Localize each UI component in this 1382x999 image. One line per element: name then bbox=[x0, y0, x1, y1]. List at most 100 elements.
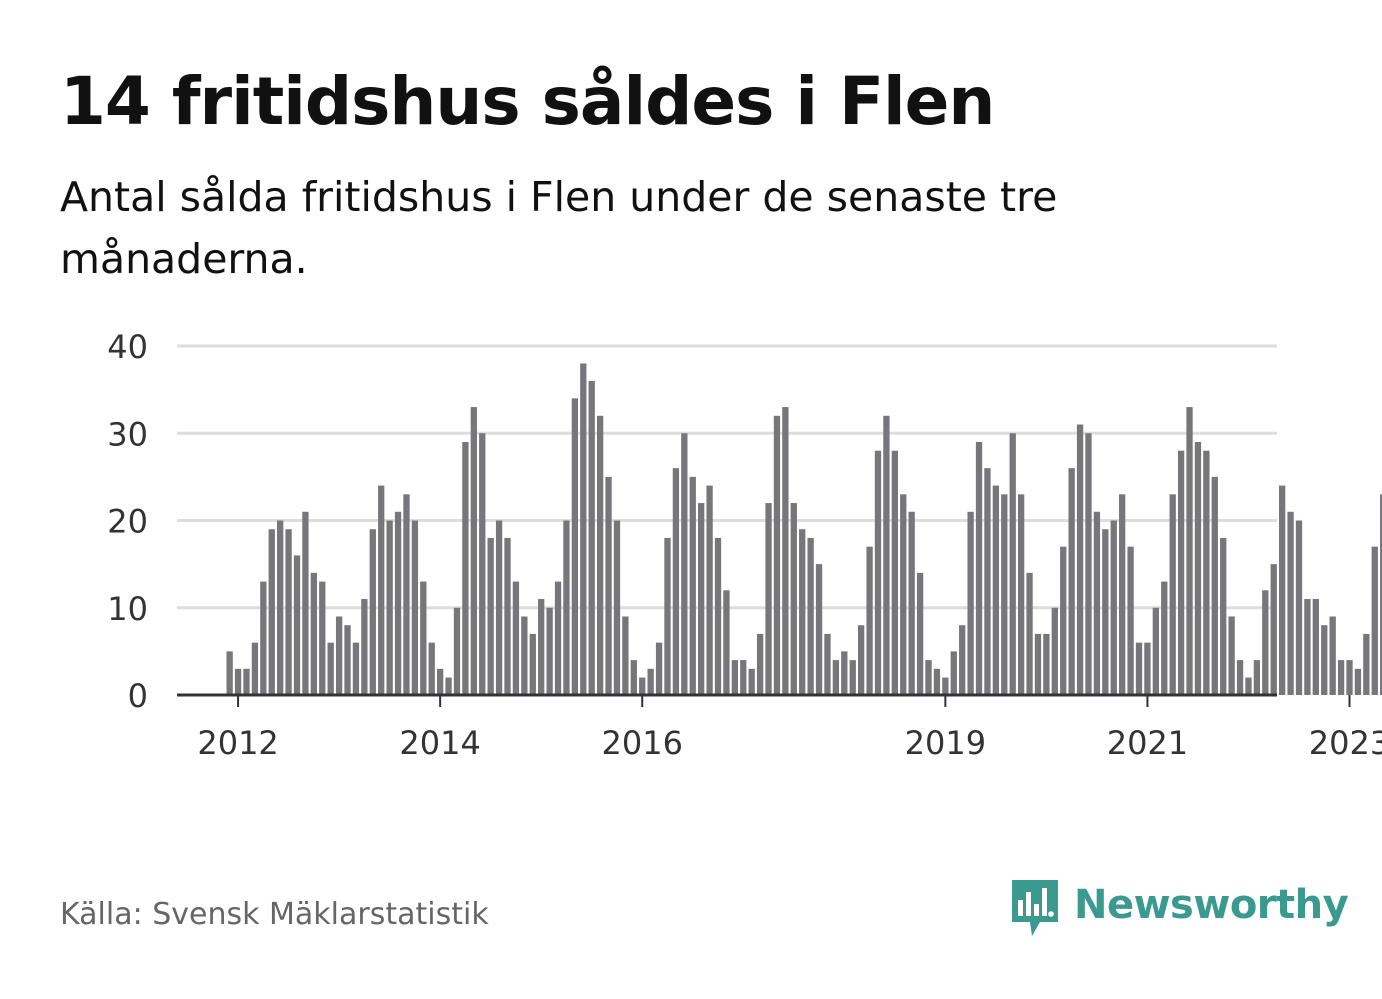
bar bbox=[748, 668, 755, 695]
bar bbox=[841, 651, 848, 695]
bar bbox=[858, 625, 865, 695]
bar bbox=[1194, 441, 1202, 695]
bar bbox=[420, 581, 427, 695]
bar bbox=[1102, 529, 1109, 695]
bar bbox=[689, 476, 696, 695]
bar bbox=[411, 520, 419, 695]
bar bbox=[571, 398, 579, 695]
y-tick-label: 30 bbox=[107, 415, 148, 453]
bar bbox=[1245, 677, 1252, 695]
bar bbox=[1093, 511, 1101, 695]
bar bbox=[740, 660, 747, 695]
bar bbox=[1001, 494, 1008, 695]
bar bbox=[992, 485, 1000, 695]
bar bbox=[437, 668, 444, 695]
bar bbox=[765, 503, 772, 695]
x-tick-label: 2023 bbox=[1309, 724, 1382, 762]
bar bbox=[462, 441, 469, 695]
bar bbox=[1262, 590, 1269, 695]
bar bbox=[445, 677, 452, 695]
bar bbox=[975, 441, 983, 695]
bar bbox=[1135, 642, 1143, 695]
bar bbox=[1186, 407, 1193, 695]
bar bbox=[277, 520, 284, 695]
bar bbox=[386, 520, 393, 695]
bar bbox=[361, 599, 368, 695]
bar bbox=[529, 633, 536, 695]
newsworthy-logo: Newsworthy bbox=[1010, 878, 1349, 940]
bar bbox=[538, 599, 545, 695]
bar bbox=[1110, 520, 1117, 695]
chart-subtitle: Antal sålda fritidshus i Flen under de s… bbox=[60, 173, 1058, 283]
x-tick-label: 2012 bbox=[197, 724, 278, 762]
bar bbox=[883, 415, 890, 695]
bar bbox=[959, 625, 966, 695]
bar bbox=[504, 537, 511, 695]
bar bbox=[849, 660, 856, 695]
x-tick-label: 2019 bbox=[905, 724, 986, 762]
brand-name: Newsworthy bbox=[1074, 882, 1349, 928]
bar bbox=[596, 415, 604, 695]
bar bbox=[925, 660, 932, 695]
x-tick-label: 2016 bbox=[602, 724, 683, 762]
bar bbox=[1363, 633, 1370, 695]
bar bbox=[1177, 450, 1185, 695]
bar bbox=[1119, 494, 1126, 695]
bar bbox=[1329, 616, 1336, 695]
bar bbox=[916, 572, 924, 695]
bar bbox=[1017, 494, 1025, 695]
bar bbox=[1161, 581, 1168, 695]
bar bbox=[622, 616, 629, 695]
bar bbox=[1312, 599, 1319, 695]
bar bbox=[1295, 520, 1303, 695]
bar bbox=[394, 511, 402, 695]
bar bbox=[268, 529, 275, 695]
bar bbox=[369, 529, 376, 695]
bar bbox=[428, 642, 435, 695]
bar bbox=[226, 651, 233, 695]
bar bbox=[1127, 546, 1134, 695]
bar bbox=[1279, 485, 1286, 695]
bar bbox=[293, 555, 301, 695]
bar bbox=[1026, 572, 1033, 695]
bar bbox=[588, 380, 595, 695]
bar bbox=[1354, 668, 1362, 695]
bar bbox=[327, 642, 334, 695]
bar bbox=[554, 581, 562, 695]
bar bbox=[731, 660, 738, 695]
bar bbox=[647, 668, 654, 695]
bar bbox=[1380, 494, 1382, 695]
bar bbox=[580, 363, 587, 695]
bar bbox=[1304, 599, 1311, 695]
bar bbox=[933, 668, 941, 695]
bar bbox=[352, 642, 360, 695]
bar bbox=[756, 633, 764, 695]
bar bbox=[698, 503, 705, 695]
bar bbox=[832, 660, 840, 695]
bar bbox=[630, 660, 637, 695]
chart-title: 14 fritidshus såldes i Flen bbox=[60, 63, 995, 140]
bar bbox=[453, 607, 461, 695]
y-tick-label: 20 bbox=[107, 503, 148, 541]
bar bbox=[815, 564, 823, 695]
bar bbox=[495, 520, 503, 695]
bar bbox=[790, 503, 797, 695]
source-note: Källa: Svensk Mäklarstatistik bbox=[60, 897, 489, 932]
bar bbox=[285, 529, 292, 695]
bar bbox=[310, 572, 317, 695]
bar bbox=[714, 537, 722, 695]
bar bbox=[672, 468, 680, 695]
bar bbox=[681, 433, 688, 695]
bar bbox=[512, 581, 520, 695]
bar bbox=[1085, 433, 1092, 695]
newsworthy-logo-icon bbox=[1012, 880, 1058, 936]
bar bbox=[605, 476, 612, 695]
bar bbox=[403, 494, 410, 695]
bar bbox=[1203, 450, 1210, 695]
bar bbox=[260, 581, 267, 695]
bar bbox=[1287, 511, 1294, 695]
bar bbox=[1253, 660, 1261, 695]
bar bbox=[782, 407, 789, 695]
bar bbox=[967, 511, 974, 695]
bar bbox=[984, 468, 991, 695]
